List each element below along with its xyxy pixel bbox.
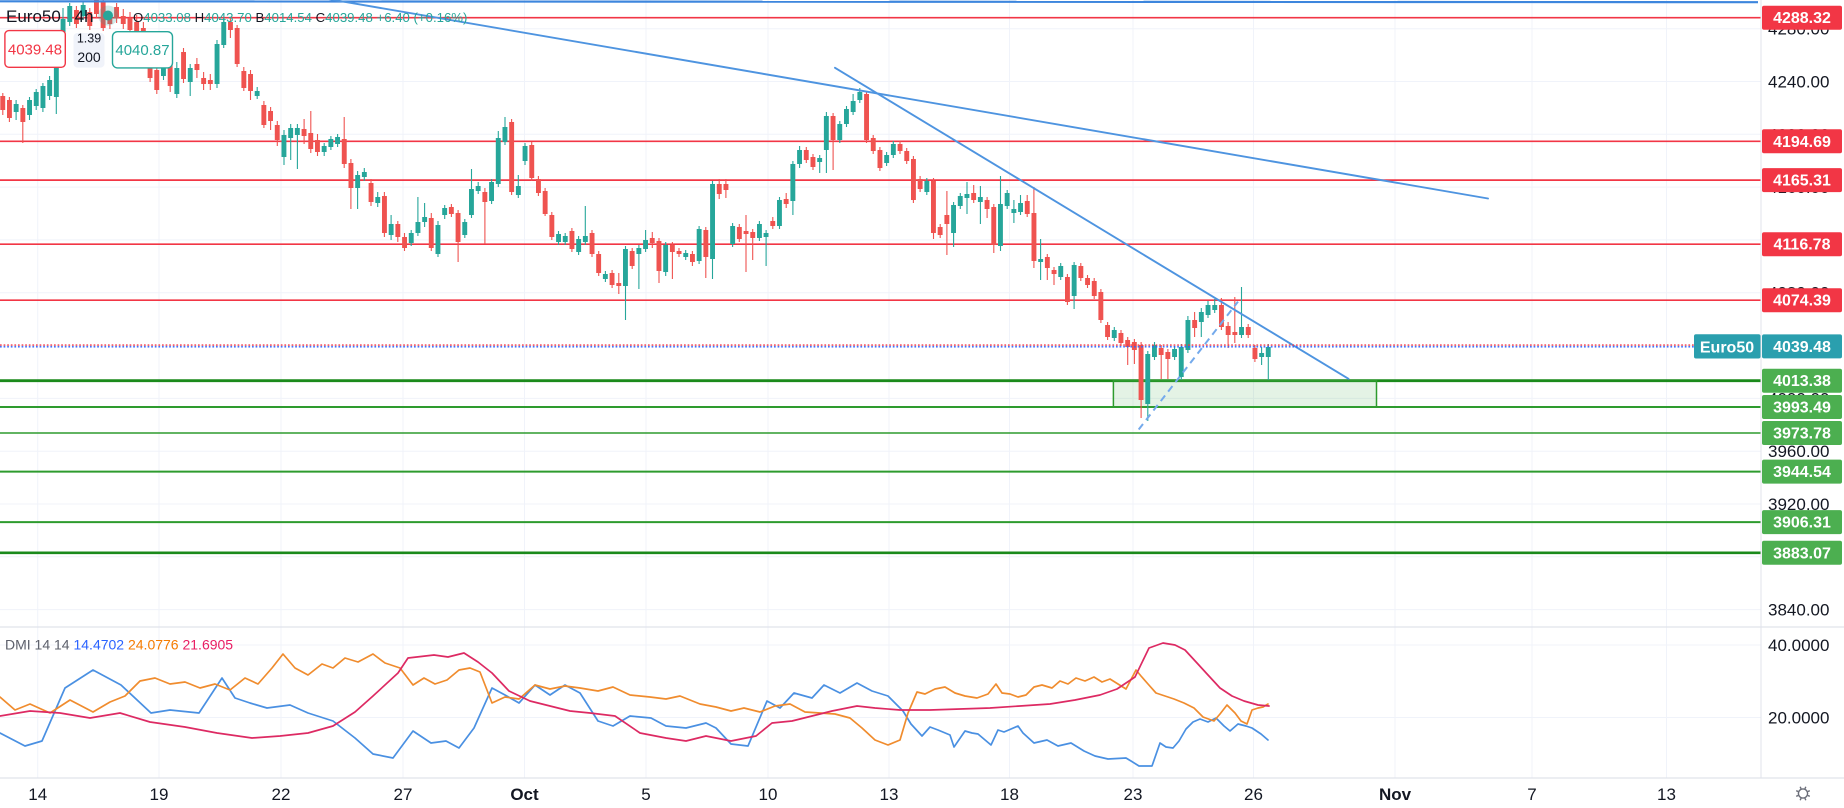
svg-text:DMI 14 14 14.4702 24.0776 21.6: DMI 14 14 14.4702 24.0776 21.6905: [5, 637, 233, 653]
svg-text:3883.07: 3883.07: [1773, 545, 1831, 562]
svg-text:Oct: Oct: [510, 785, 539, 804]
svg-text:19: 19: [150, 785, 169, 804]
svg-text:4039.48: 4039.48: [8, 42, 62, 59]
svg-text:3960.00: 3960.00: [1768, 442, 1829, 461]
svg-text:3840.00: 3840.00: [1768, 601, 1829, 620]
svg-text:4116.78: 4116.78: [1774, 237, 1831, 254]
svg-text:Nov: Nov: [1379, 785, 1412, 804]
svg-text:18: 18: [1000, 785, 1019, 804]
svg-text:3993.49: 3993.49: [1773, 400, 1831, 417]
svg-text:4288.32: 4288.32: [1773, 10, 1831, 27]
svg-text:23: 23: [1124, 785, 1143, 804]
svg-text:200: 200: [77, 49, 101, 65]
svg-text:27: 27: [394, 785, 413, 804]
svg-text:4194.69: 4194.69: [1773, 134, 1831, 151]
svg-text:22: 22: [272, 785, 291, 804]
svg-text:4013.38: 4013.38: [1773, 373, 1831, 390]
svg-text:Euro50 · 4h: Euro50 · 4h: [6, 7, 94, 26]
svg-text:3973.78: 3973.78: [1773, 426, 1831, 443]
svg-text:O4033.08 H4043.70 B4014.54 C40: O4033.08 H4043.70 B4014.54 C4039.48 +6.4…: [133, 10, 467, 25]
svg-text:13: 13: [880, 785, 899, 804]
svg-text:14: 14: [28, 785, 47, 804]
svg-text:40.0000: 40.0000: [1768, 636, 1829, 655]
svg-text:3906.31: 3906.31: [1773, 515, 1831, 532]
svg-text:4074.39: 4074.39: [1773, 293, 1831, 310]
svg-text:4240.00: 4240.00: [1768, 73, 1829, 92]
svg-text:1.39: 1.39: [77, 32, 101, 46]
svg-text:4040.87: 4040.87: [115, 42, 169, 59]
svg-text:13: 13: [1657, 785, 1676, 804]
svg-text:7: 7: [1527, 785, 1536, 804]
svg-text:4039.48: 4039.48: [1773, 339, 1831, 356]
svg-text:26: 26: [1244, 785, 1263, 804]
svg-text:5: 5: [641, 785, 650, 804]
svg-text:3944.54: 3944.54: [1773, 464, 1831, 481]
svg-text:10: 10: [759, 785, 778, 804]
svg-text:20.0000: 20.0000: [1768, 709, 1829, 728]
svg-text:Euro50: Euro50: [1700, 340, 1754, 357]
svg-text:3920.00: 3920.00: [1768, 495, 1829, 514]
svg-text:4165.31: 4165.31: [1773, 173, 1831, 190]
